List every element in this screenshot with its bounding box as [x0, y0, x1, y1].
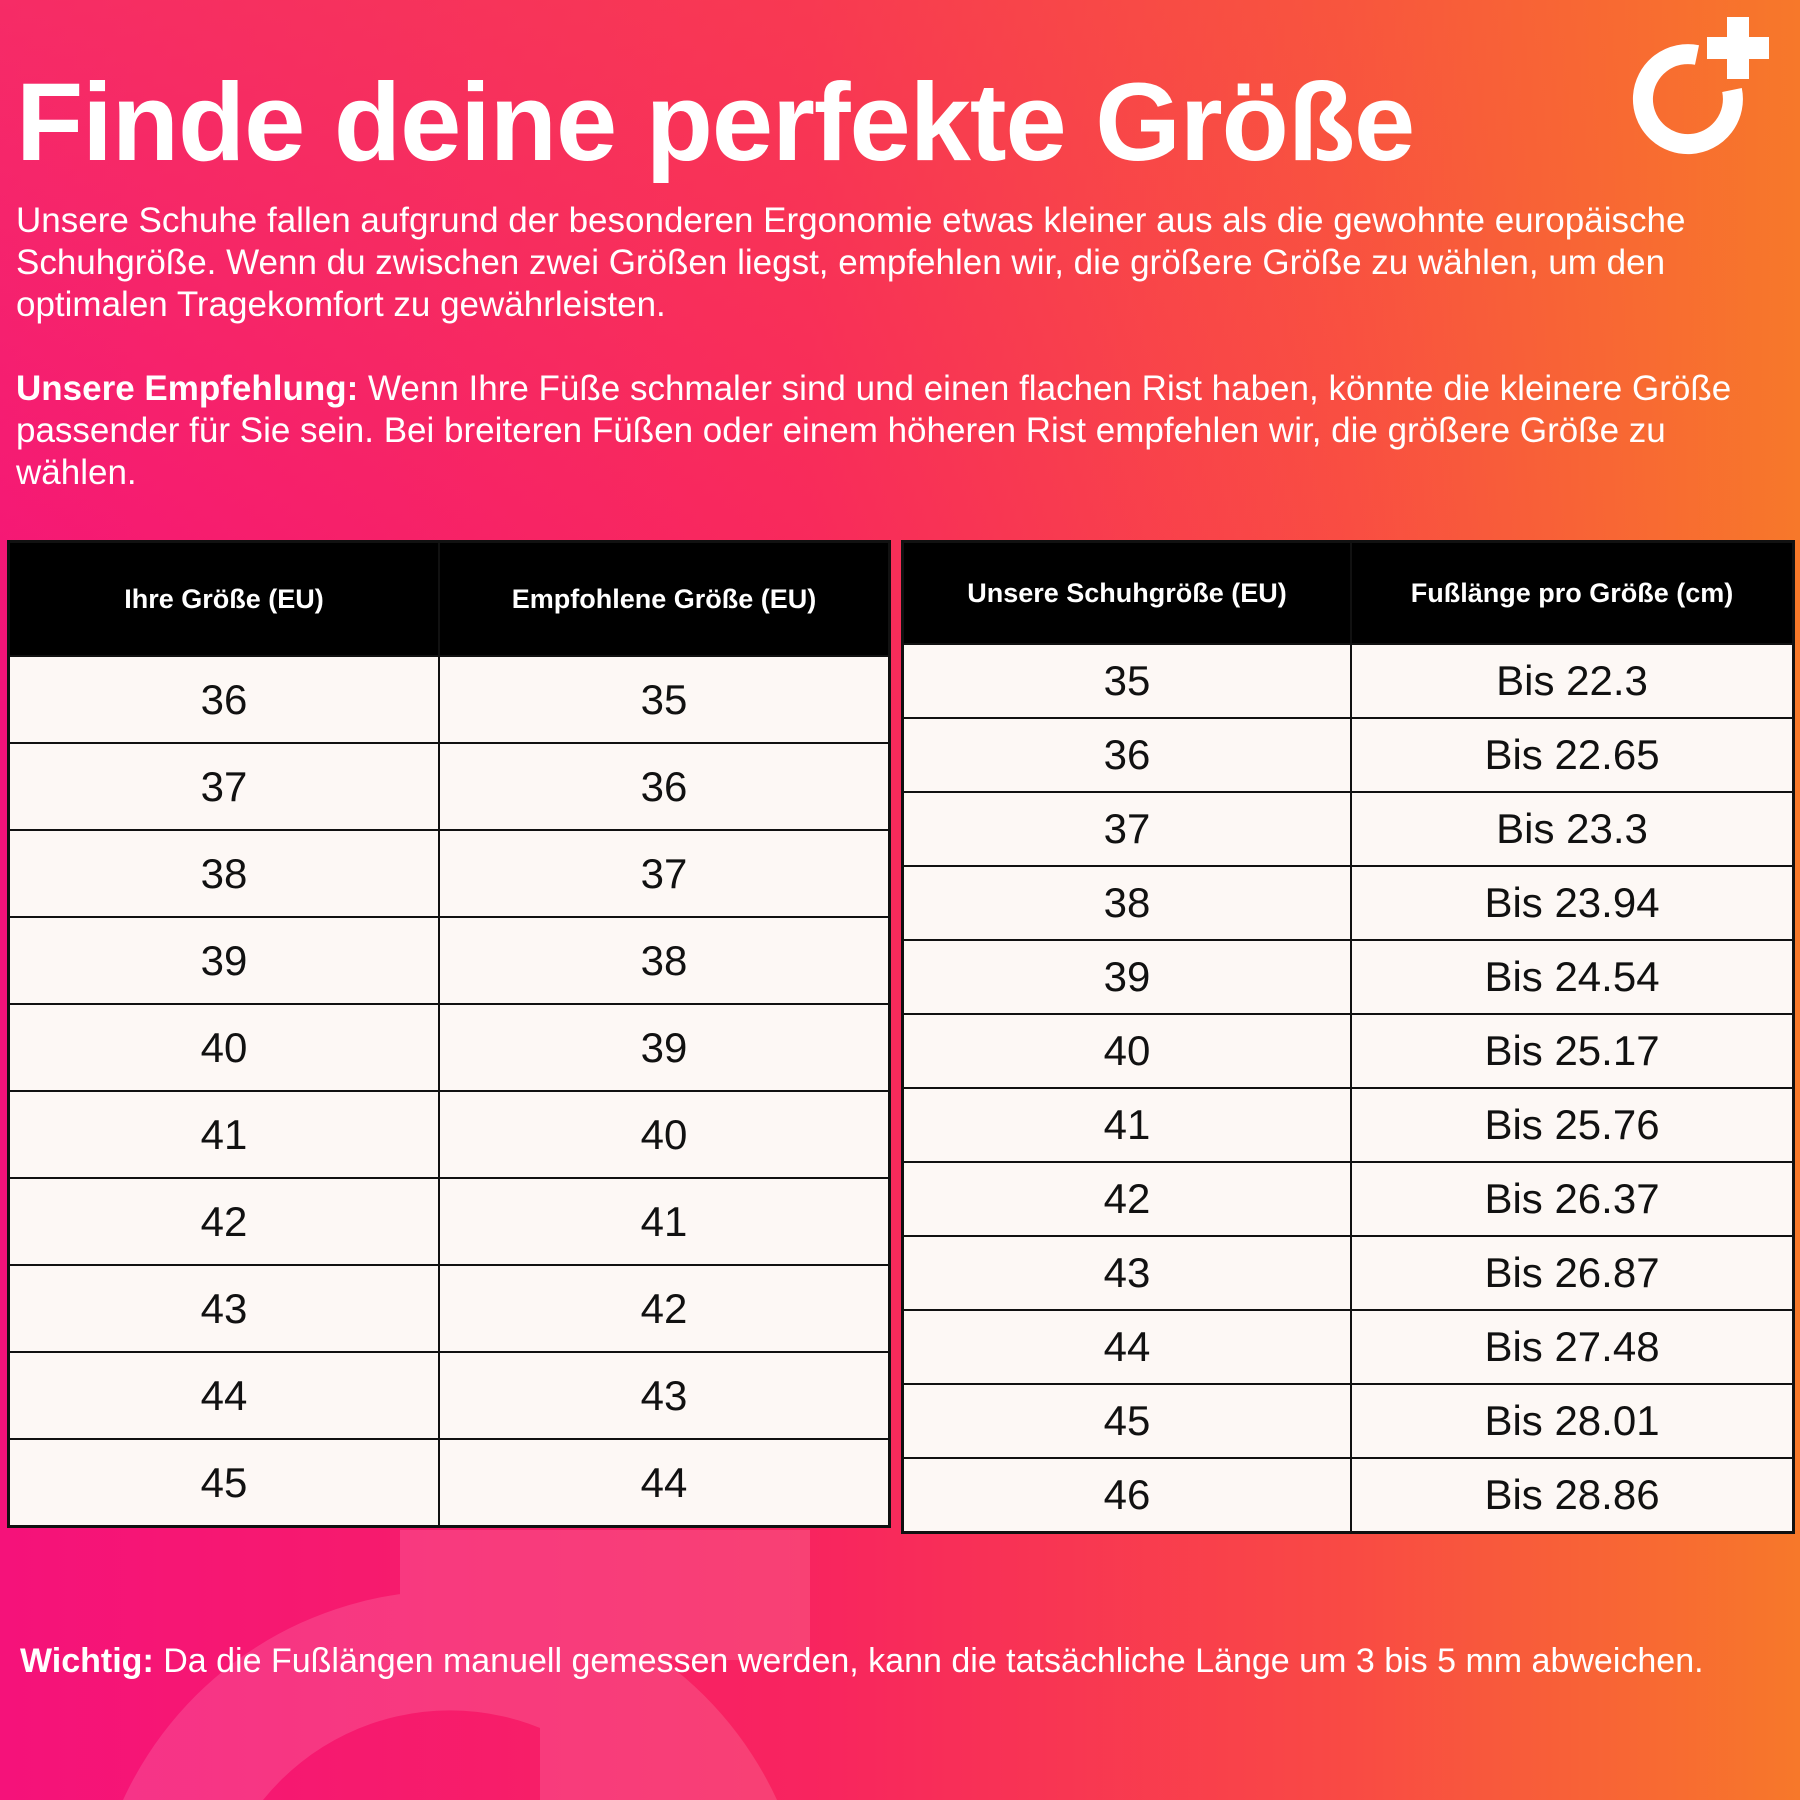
table-row: 36 35 — [7, 655, 891, 744]
recommendation-text: Unsere Empfehlung: Wenn Ihre Füße schmal… — [16, 368, 1786, 494]
table-cell: 38 — [438, 916, 891, 1005]
table-row: 44 43 — [7, 1351, 891, 1440]
footer-label: Wichtig: — [20, 1642, 154, 1680]
table-cell: Bis 23.3 — [1350, 791, 1795, 867]
table-cell: Bis 22.3 — [1350, 643, 1795, 719]
table-row: 42 Bis 26.37 — [901, 1161, 1795, 1237]
table-row: 44 Bis 27.48 — [901, 1309, 1795, 1385]
table-row: 39 38 — [7, 916, 891, 1005]
recommendation-label: Unsere Empfehlung: — [16, 369, 359, 408]
size-conversion-table: Ihre Größe (EU) Empfohlene Größe (EU) 36… — [7, 540, 891, 1528]
table-cell: 40 — [438, 1090, 891, 1179]
footer-body: Da die Fußlängen manuell gemessen werden… — [153, 1642, 1704, 1680]
watermark-logo-icon — [123, 1530, 810, 1800]
table-cell: 37 — [7, 742, 440, 831]
table-cell: 39 — [901, 939, 1352, 1015]
table-row: 39 Bis 24.54 — [901, 939, 1795, 1015]
table-cell: Bis 25.76 — [1350, 1087, 1795, 1163]
column-header: Fußlänge pro Größe (cm) — [1350, 540, 1795, 645]
table-row: 42 41 — [7, 1177, 891, 1266]
table-cell: Bis 22.65 — [1350, 717, 1795, 793]
table-row: 43 Bis 26.87 — [901, 1235, 1795, 1311]
table-cell: 41 — [7, 1090, 440, 1179]
table-cell: Bis 23.94 — [1350, 865, 1795, 941]
table-cell: 38 — [901, 865, 1352, 941]
page-title: Finde deine perfekte Größe — [16, 61, 1415, 184]
table-cell: Bis 26.37 — [1350, 1161, 1795, 1237]
table-cell: 38 — [7, 829, 440, 918]
table-row: 38 Bis 23.94 — [901, 865, 1795, 941]
table-cell: 44 — [438, 1438, 891, 1528]
table-cell: 39 — [7, 916, 440, 1005]
table-cell: 37 — [438, 829, 891, 918]
table-row: 46 Bis 28.86 — [901, 1457, 1795, 1534]
table-row: 37 36 — [7, 742, 891, 831]
table-row: 45 44 — [7, 1438, 891, 1528]
table-cell: 44 — [7, 1351, 440, 1440]
table-row: 36 Bis 22.65 — [901, 717, 1795, 793]
table-cell: Bis 28.01 — [1350, 1383, 1795, 1459]
table-cell: Bis 26.87 — [1350, 1235, 1795, 1311]
table-cell: 36 — [901, 717, 1352, 793]
table-cell: 41 — [438, 1177, 891, 1266]
table-row: 38 37 — [7, 829, 891, 918]
table-cell: 45 — [7, 1438, 440, 1528]
table-cell: 42 — [438, 1264, 891, 1353]
table-cell: 46 — [901, 1457, 1352, 1534]
table-cell: 42 — [7, 1177, 440, 1266]
column-header: Unsere Schuhgröße (EU) — [901, 540, 1352, 645]
table-row: 41 40 — [7, 1090, 891, 1179]
table-row: 40 Bis 25.17 — [901, 1013, 1795, 1089]
intro-text: Unsere Schuhe fallen aufgrund der besond… — [16, 201, 1686, 324]
table-row: 43 42 — [7, 1264, 891, 1353]
table-cell: 43 — [7, 1264, 440, 1353]
table-cell: Bis 28.86 — [1350, 1457, 1795, 1534]
table-cell: 45 — [901, 1383, 1352, 1459]
table-cell: Bis 24.54 — [1350, 939, 1795, 1015]
foot-length-table: Unsere Schuhgröße (EU) Fußlänge pro Größ… — [901, 540, 1795, 1534]
table-cell: 35 — [901, 643, 1352, 719]
circle-plus-logo-icon — [1632, 17, 1769, 155]
table-cell: 43 — [901, 1235, 1352, 1311]
table-cell: 41 — [901, 1087, 1352, 1163]
table-row: 37 Bis 23.3 — [901, 791, 1795, 867]
table-cell: Bis 25.17 — [1350, 1013, 1795, 1089]
table-cell: Bis 27.48 — [1350, 1309, 1795, 1385]
table-cell: 44 — [901, 1309, 1352, 1385]
table-cell: 36 — [7, 655, 440, 744]
recommendation-body: Wenn Ihre Füße schmaler sind und einen f… — [16, 369, 1732, 492]
table-cell: 35 — [438, 655, 891, 744]
table-cell: 37 — [901, 791, 1352, 867]
table-cell: 39 — [438, 1003, 891, 1092]
table-row: 40 39 — [7, 1003, 891, 1092]
footer-note: Wichtig: Da die Fußlängen manuell gemess… — [20, 1640, 1790, 1682]
table-cell: 40 — [901, 1013, 1352, 1089]
table-row: 45 Bis 28.01 — [901, 1383, 1795, 1459]
table-cell: 40 — [7, 1003, 440, 1092]
table-row: 41 Bis 25.76 — [901, 1087, 1795, 1163]
table-row: 35 Bis 22.3 — [901, 643, 1795, 719]
table-cell: 42 — [901, 1161, 1352, 1237]
table-cell: 36 — [438, 742, 891, 831]
table-cell: 43 — [438, 1351, 891, 1440]
column-header: Ihre Größe (EU) — [7, 540, 440, 657]
column-header: Empfohlene Größe (EU) — [438, 540, 891, 657]
